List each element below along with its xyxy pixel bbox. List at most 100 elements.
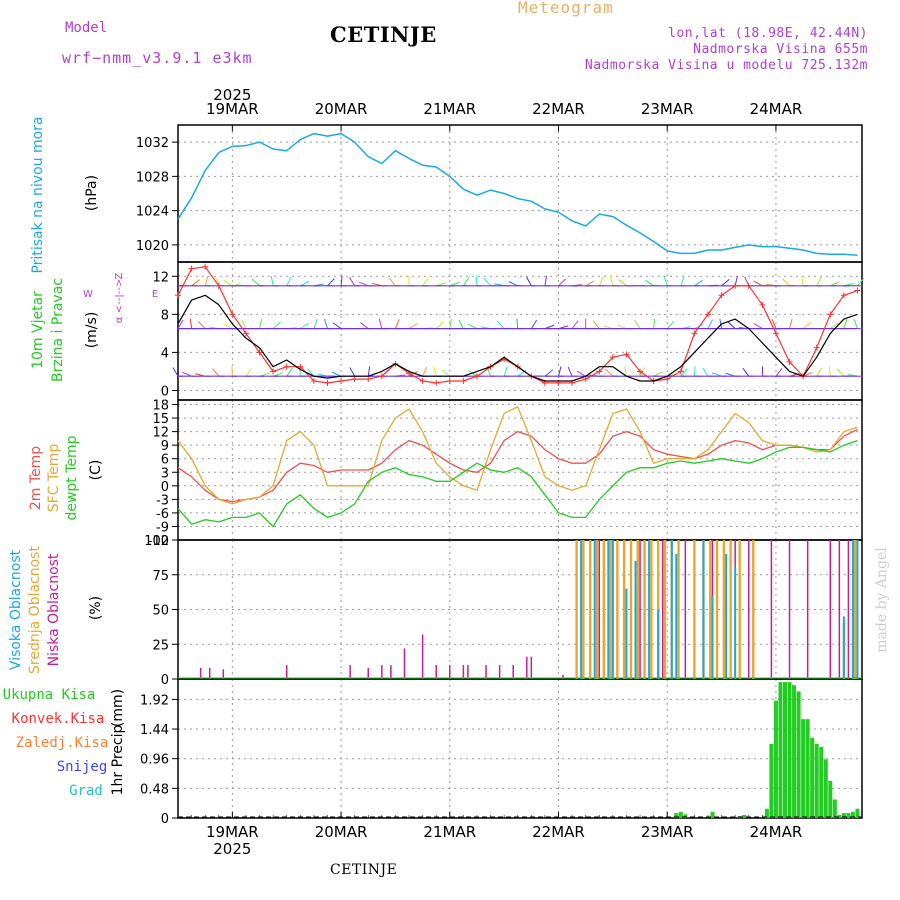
wind-barb bbox=[653, 318, 655, 329]
wind-gust-marker bbox=[582, 376, 589, 383]
day-label-bottom: 24MAR bbox=[750, 823, 803, 841]
cloud-bar-low bbox=[847, 540, 850, 679]
cloud-bar-low bbox=[498, 665, 501, 679]
cloud-bar-low bbox=[806, 540, 809, 679]
cloud-bar-high bbox=[702, 540, 705, 679]
wind-barb bbox=[497, 320, 505, 329]
coords-label: lon,lat (18.98E, 42.44N) bbox=[668, 26, 868, 41]
y-tick-label-pressure: 1024 bbox=[136, 205, 169, 220]
precip-bar-total bbox=[814, 743, 819, 818]
wind-gust-marker bbox=[270, 368, 277, 375]
y-tick-label-precipitation: 0.96 bbox=[140, 753, 169, 768]
wind-gust-marker bbox=[637, 368, 644, 375]
day-label-bottom: 20MAR bbox=[315, 823, 368, 841]
compass-west: W bbox=[83, 289, 93, 300]
precip-bar-total bbox=[846, 813, 851, 818]
wind-barb bbox=[191, 279, 200, 287]
cloud-axis-title: Niska Oblacnost bbox=[46, 553, 62, 666]
wind-barb bbox=[241, 319, 247, 329]
wind-gust-marker bbox=[433, 379, 440, 386]
wind-barb bbox=[475, 275, 478, 286]
wind-barb bbox=[340, 275, 343, 286]
cloud-bar-high bbox=[842, 616, 845, 679]
wind-barb bbox=[771, 319, 777, 329]
cloud-bar-mid bbox=[602, 540, 606, 679]
cloud-bar-low bbox=[467, 665, 469, 679]
wind-barb bbox=[286, 367, 293, 377]
day-label-bottom: 23MAR bbox=[641, 823, 694, 841]
wind-gust-marker bbox=[732, 282, 739, 289]
wind-barb bbox=[558, 366, 562, 377]
wind-gust-marker bbox=[677, 368, 684, 375]
wind-barb bbox=[645, 279, 654, 287]
wind-gust-marker bbox=[664, 376, 671, 383]
wind-barb bbox=[223, 280, 233, 287]
compass-east: E bbox=[152, 289, 158, 300]
wind-barb bbox=[223, 323, 233, 330]
wind-barb bbox=[666, 320, 675, 329]
wind-barb bbox=[349, 367, 356, 377]
wind-barb bbox=[571, 320, 579, 329]
wind-barb bbox=[801, 275, 804, 286]
wind-barb bbox=[408, 323, 418, 330]
wind-gust-marker bbox=[324, 379, 331, 386]
cloud-bar-mid bbox=[677, 540, 680, 679]
wind-barb bbox=[388, 277, 396, 287]
wind-gust-marker bbox=[786, 358, 793, 365]
precip-axis-title: 1hr Precip bbox=[110, 725, 126, 796]
cloud-bar-high bbox=[607, 540, 610, 679]
wind-barb bbox=[592, 320, 600, 329]
wind-barb bbox=[828, 366, 831, 377]
cloud-bar-low bbox=[598, 540, 601, 679]
wind-barb bbox=[753, 323, 763, 330]
y-tick-label-temperature: -6 bbox=[156, 507, 169, 522]
day-label-top: 22MAR bbox=[532, 100, 585, 118]
wind-barb bbox=[467, 323, 478, 330]
cloud-bar-mid bbox=[636, 540, 639, 679]
precip-axis-unit: (mm) bbox=[110, 689, 126, 727]
wind-barb bbox=[744, 276, 750, 286]
temp-line-2m-temp bbox=[177, 428, 858, 503]
wind-barb bbox=[526, 276, 532, 287]
wind-barb bbox=[189, 318, 193, 329]
compass-north: Z bbox=[114, 272, 125, 279]
temp-axis-title: 2m Temp bbox=[28, 446, 44, 510]
wind-barb bbox=[204, 276, 209, 286]
y-tick-label-wind: 4 bbox=[161, 346, 169, 361]
wind-gust-marker bbox=[419, 377, 426, 384]
wind-barb bbox=[742, 367, 750, 377]
cloud-bar-high bbox=[580, 540, 583, 679]
cloud-bar-low bbox=[562, 674, 564, 679]
wind-barb bbox=[327, 278, 335, 287]
cloud-bar-mid bbox=[738, 540, 741, 679]
y-tick-label-clouds: 75 bbox=[152, 569, 169, 584]
cloud-bar-low bbox=[526, 656, 528, 679]
precip-bar-total bbox=[796, 691, 801, 818]
wind-barb bbox=[331, 371, 342, 377]
model-name: wrf−nmm_v3.9.1 e3km bbox=[62, 49, 253, 67]
footer-station-label: CETINJE bbox=[330, 862, 398, 878]
wind-barb bbox=[458, 319, 464, 329]
cloud-bar-high bbox=[670, 540, 673, 679]
precip-bar-total bbox=[764, 808, 769, 818]
wind-speed-line bbox=[177, 294, 858, 382]
precip-bar-total bbox=[782, 682, 787, 818]
wind-barb bbox=[719, 318, 723, 329]
year-label-bottom: 2025 bbox=[213, 840, 251, 858]
cloud-bar-mid bbox=[693, 540, 696, 679]
cloud-bar-low bbox=[435, 665, 437, 679]
wind-gust-marker bbox=[202, 263, 209, 270]
wind-gust-marker bbox=[229, 311, 236, 318]
cloud-bar-low bbox=[349, 665, 351, 679]
wind-barb bbox=[435, 321, 444, 329]
wind-gust-marker bbox=[772, 330, 779, 337]
wind-barb bbox=[177, 319, 184, 329]
wind-barb bbox=[558, 278, 567, 287]
wind-barb bbox=[802, 371, 813, 377]
precip-legend-item: Grad bbox=[69, 783, 103, 799]
cloud-bar-high bbox=[648, 540, 651, 679]
y-tick-label-temperature: 0 bbox=[161, 480, 169, 495]
wind-gust-marker bbox=[351, 376, 358, 383]
wind-barb bbox=[422, 366, 428, 377]
cloud-bar-high bbox=[634, 560, 637, 679]
